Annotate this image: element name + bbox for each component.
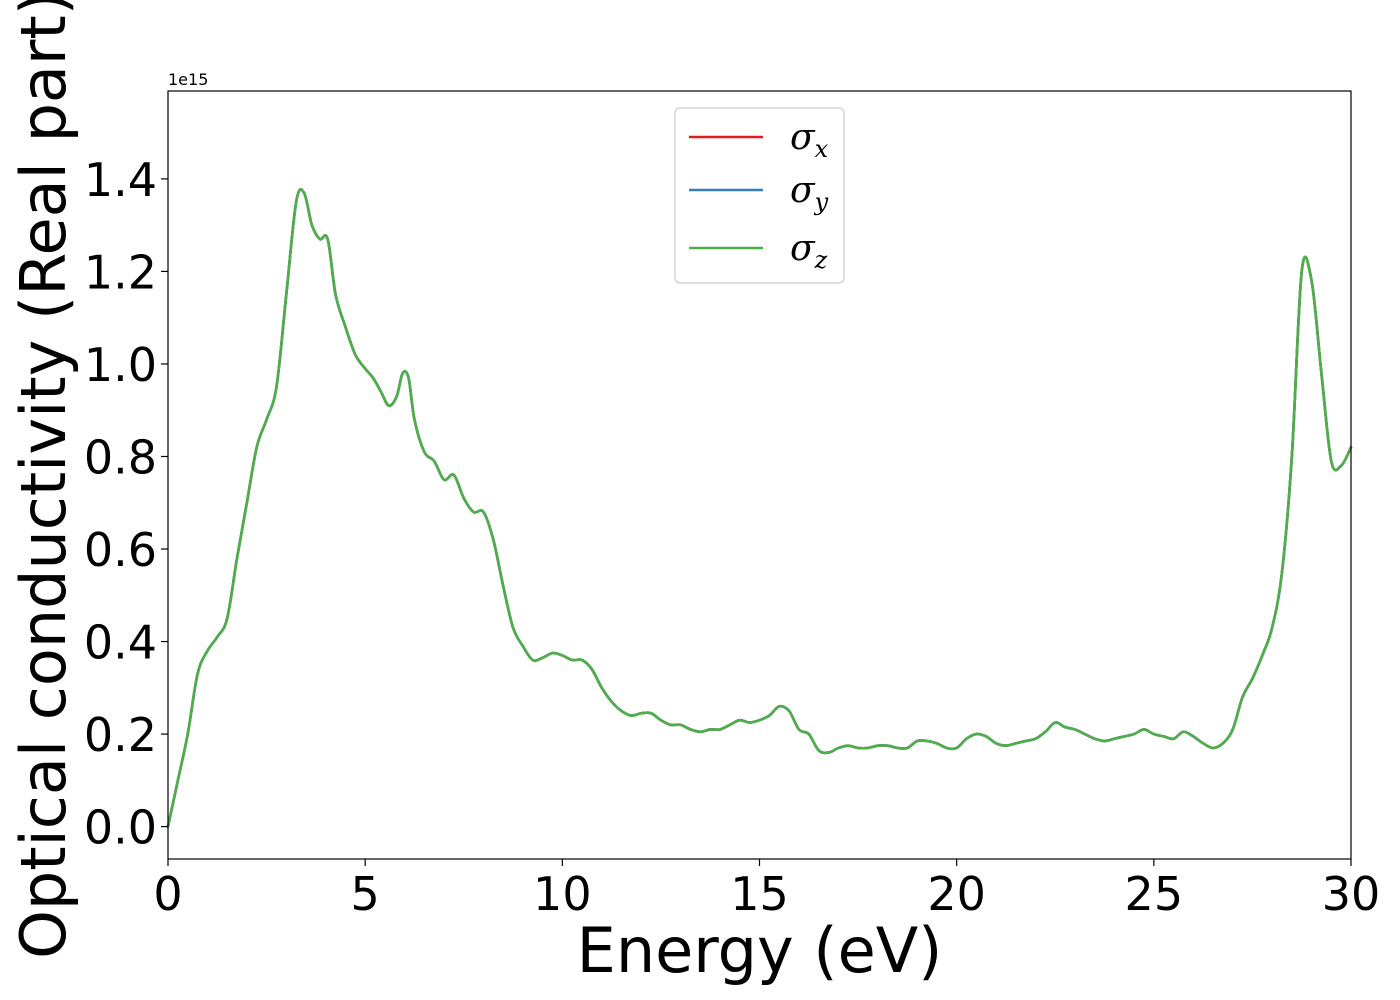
legend-label-z: σz — [790, 228, 828, 274]
x-tick-label: 0 — [153, 867, 182, 921]
y-tick-label: 1.0 — [84, 338, 157, 392]
y-tick-label: 0.4 — [84, 616, 157, 670]
x-axis-label: Energy (eV) — [577, 914, 943, 987]
legend-subscript: z — [814, 246, 828, 274]
legend-symbol: σ — [790, 228, 816, 269]
series-line-z — [166, 188, 1353, 828]
legend-subscript: x — [815, 135, 829, 163]
x-tick-label: 5 — [351, 867, 380, 921]
legend-subscript: y — [814, 188, 829, 216]
x-tick-label: 30 — [1322, 867, 1381, 921]
x-tick-label: 20 — [927, 867, 986, 921]
legend-symbol: σ — [790, 170, 816, 211]
legend-label-y: σy — [790, 170, 829, 216]
y-tick-label: 0.0 — [84, 801, 157, 855]
x-tick-label: 10 — [533, 867, 592, 921]
y-axis: 0.0 0.2 0.4 0.6 0.8 1.0 1.2 1.4 — [84, 153, 168, 855]
y-tick-label: 0.6 — [84, 523, 157, 577]
y-tick-label: 1.2 — [84, 245, 157, 299]
y-tick-label: 1.4 — [84, 153, 157, 207]
legend-symbol: σ — [790, 117, 816, 158]
legend-label-x: σx — [790, 117, 829, 163]
y-offset-label: 1e15 — [168, 70, 208, 89]
y-tick-label: 0.8 — [84, 430, 157, 484]
x-tick-label: 25 — [1125, 867, 1184, 921]
series-layer — [166, 188, 1353, 828]
x-axis: 0 5 10 15 20 25 30 — [153, 859, 1380, 921]
y-axis-label: Optical conductivity (Real part) — [7, 0, 80, 959]
legend-box — [674, 107, 845, 284]
x-tick-label: 15 — [730, 867, 789, 921]
y-tick-label: 0.2 — [84, 708, 157, 762]
